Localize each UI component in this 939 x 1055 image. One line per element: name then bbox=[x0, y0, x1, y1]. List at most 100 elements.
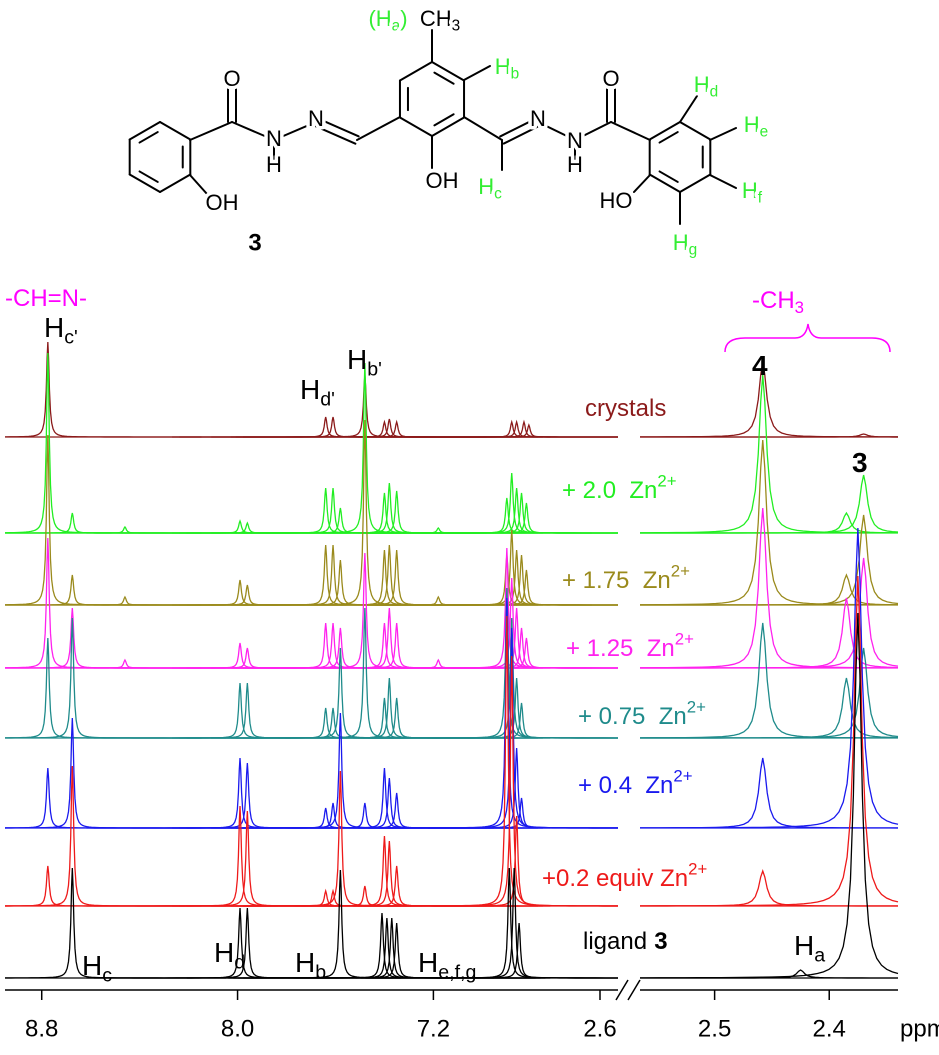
peak bbox=[370, 419, 618, 438]
trace-label: ligand 3 bbox=[583, 928, 668, 955]
trace-label: crystals bbox=[585, 395, 666, 422]
peak bbox=[179, 802, 487, 829]
bond bbox=[431, 61, 466, 82]
peak bbox=[230, 767, 539, 829]
trace bbox=[4, 352, 899, 534]
label-part: d bbox=[710, 84, 719, 101]
label-part: 2+ bbox=[657, 472, 676, 491]
label-part: H bbox=[742, 178, 758, 203]
bond bbox=[273, 121, 317, 141]
label-part: 2+ bbox=[688, 860, 707, 879]
label-part: + 2.0 Zn bbox=[562, 477, 657, 504]
atom-label: H bbox=[567, 152, 583, 177]
peak bbox=[86, 805, 394, 907]
bond bbox=[398, 61, 433, 82]
label-part: OH bbox=[206, 190, 239, 215]
atom-label: He bbox=[744, 112, 768, 141]
peak bbox=[179, 487, 487, 534]
label-part: -CH bbox=[752, 287, 795, 314]
label-part: crystals bbox=[585, 395, 666, 422]
bond bbox=[316, 117, 360, 138]
peak bbox=[639, 439, 899, 606]
trace bbox=[5, 575, 899, 907]
peak-annotation: 4 bbox=[752, 350, 768, 381]
peak bbox=[179, 416, 487, 438]
label-part: + 1.25 Zn bbox=[566, 635, 675, 662]
peak bbox=[179, 888, 487, 907]
peak bbox=[211, 802, 519, 829]
label-part: 3 bbox=[654, 928, 667, 955]
x-tick-label: 2.6 bbox=[583, 1015, 616, 1042]
peak bbox=[243, 490, 551, 534]
label-part: OH bbox=[426, 168, 459, 193]
peak-annotation: -CH3 bbox=[752, 287, 804, 317]
peak bbox=[86, 642, 394, 669]
atom-label: Hd bbox=[694, 72, 718, 101]
label-part: O bbox=[602, 66, 619, 91]
label-part: N bbox=[266, 126, 282, 151]
peak bbox=[5, 512, 226, 534]
peak bbox=[238, 917, 546, 979]
peak-annotation: Hb' bbox=[347, 344, 382, 380]
label-part: H bbox=[266, 152, 282, 177]
atom-label: O bbox=[223, 66, 240, 91]
peak-annotation: Hc' bbox=[44, 312, 78, 348]
x-tick-label: 2.5 bbox=[698, 1015, 731, 1042]
trace bbox=[5, 612, 899, 979]
peak bbox=[179, 622, 487, 669]
structure-bonds bbox=[128, 29, 737, 225]
label-part: c bbox=[102, 965, 112, 987]
label-part: 3 bbox=[795, 299, 804, 318]
label-part: b bbox=[315, 962, 326, 984]
peak bbox=[639, 507, 899, 669]
atom-label: (Ha) bbox=[368, 6, 407, 35]
atom-label: N bbox=[567, 128, 583, 153]
peak bbox=[172, 487, 480, 534]
peak bbox=[228, 912, 536, 979]
peak bbox=[4, 352, 202, 534]
peak bbox=[93, 584, 401, 606]
peak bbox=[243, 865, 551, 907]
trace-label: + 0.4 Zn2+ bbox=[578, 767, 693, 800]
label-part: H bbox=[567, 152, 583, 177]
peak bbox=[640, 511, 899, 534]
peak bbox=[640, 612, 899, 979]
bond bbox=[574, 121, 612, 141]
peak bbox=[640, 514, 899, 606]
bond bbox=[502, 124, 541, 145]
peak bbox=[372, 569, 618, 606]
bond bbox=[633, 174, 651, 193]
label-part: N bbox=[530, 106, 546, 131]
x-tick-label: 8.0 bbox=[221, 1015, 254, 1042]
bond bbox=[159, 121, 192, 141]
bond bbox=[138, 131, 159, 144]
label-part: H bbox=[673, 230, 689, 255]
label-part: 2+ bbox=[675, 630, 694, 649]
bond bbox=[679, 95, 698, 123]
trace-label: + 1.25 Zn2+ bbox=[566, 630, 694, 663]
peak-annotation: Hd' bbox=[300, 374, 335, 410]
x-tick-label: 7.2 bbox=[417, 1015, 450, 1042]
bond bbox=[610, 121, 651, 141]
peak bbox=[172, 416, 480, 438]
peak bbox=[172, 544, 480, 606]
atom-label: H bbox=[266, 152, 282, 177]
bond bbox=[709, 127, 737, 141]
peak bbox=[186, 559, 494, 606]
x-axis-label: ppm bbox=[900, 1015, 939, 1042]
peak bbox=[375, 423, 618, 438]
atom-label: Hb bbox=[495, 54, 519, 83]
peak-annotation: Hd bbox=[214, 937, 245, 973]
peak bbox=[235, 607, 543, 669]
peak bbox=[367, 797, 618, 829]
label-part: 3 bbox=[852, 447, 868, 478]
bond bbox=[433, 113, 455, 127]
label-part: H bbox=[347, 344, 367, 375]
peak bbox=[86, 579, 394, 606]
peak bbox=[4, 607, 226, 669]
peak bbox=[4, 434, 202, 606]
label-part: N bbox=[567, 128, 583, 153]
peak-annotation: 3 bbox=[852, 447, 868, 478]
label-part: 2+ bbox=[687, 698, 706, 717]
peak bbox=[5, 717, 226, 829]
